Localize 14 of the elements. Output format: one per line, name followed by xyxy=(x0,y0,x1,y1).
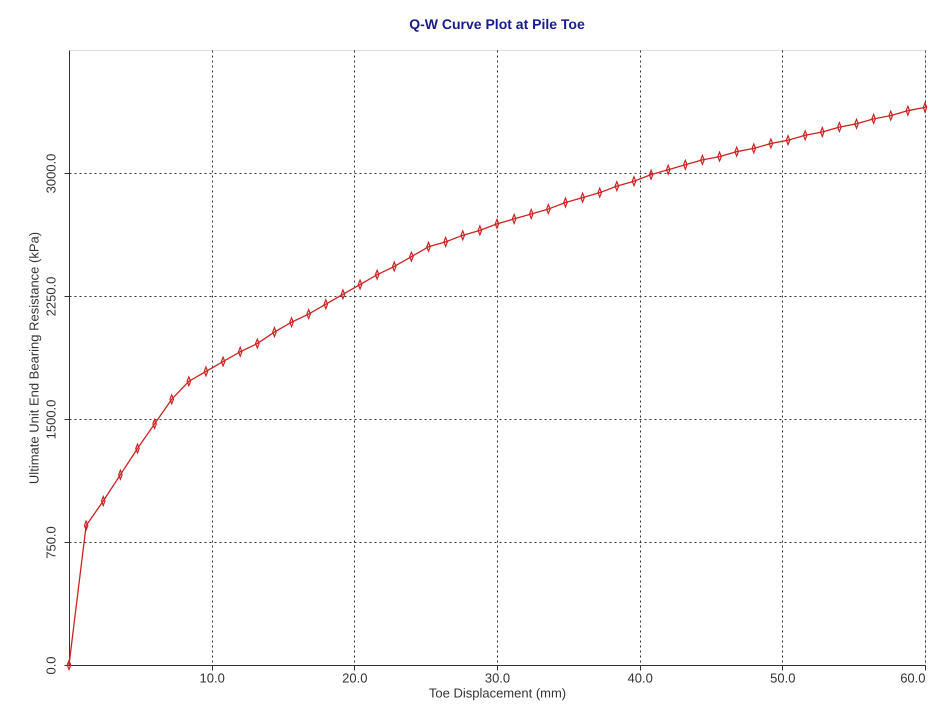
y-tick-label: 0.0 xyxy=(44,656,58,675)
y-tick-label: 2250.0 xyxy=(44,276,58,316)
x-tick-label: 50.0 xyxy=(770,670,796,686)
y-axis-title: Ultimate Unit End Bearing Resistance (kPa) xyxy=(26,232,42,484)
y-tick-label: 750.0 xyxy=(44,526,58,559)
y-tick-label: 3000.0 xyxy=(44,154,58,194)
chart-title: Q-W Curve Plot at Pile Toe xyxy=(409,16,585,32)
x-tick-label: 60.0 xyxy=(900,670,926,686)
x-tick-label: 40.0 xyxy=(628,670,653,686)
x-tick-label: 10.0 xyxy=(200,670,225,686)
x-axis-title: Toe Displacement (mm) xyxy=(428,686,566,700)
y-tick-label: 1500.0 xyxy=(44,400,58,440)
x-tick-label: 20.0 xyxy=(342,670,368,686)
x-tick-label: 30.0 xyxy=(484,670,510,686)
